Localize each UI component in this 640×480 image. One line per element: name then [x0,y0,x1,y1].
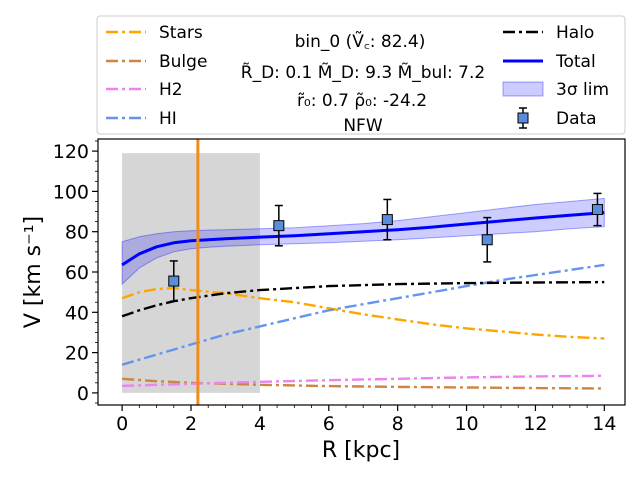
legend-label: H2 [159,80,183,100]
legend-label: Data [556,109,597,129]
legend-label: Bulge [159,52,207,72]
x-tick-label: 8 [392,413,404,435]
chart-header: bin_0 (Ṽ꜀: 82.4) R̃_D: 0.1 M̃_D: 9.3 M̃_… [241,30,485,136]
header-line-3: r̃₀: 0.7 ρ̃₀: -24.2 [297,91,427,111]
data-point-marker [481,234,493,246]
series-line-total [121,211,605,267]
legend-item-3sigma: 3σ lim [502,80,609,100]
x-axis-label: R [kpc] [322,438,400,463]
legend-marker [517,112,529,124]
y-tick-label: 40 [65,302,89,324]
legend-item-data: Data [517,107,597,129]
data-point-marker [168,275,180,287]
series-line-h2 [122,374,605,388]
x-tick-label: 4 [254,413,266,435]
y-tick-label: 100 [53,181,89,203]
legend-item-total: Total [503,52,596,72]
y-tick-label: 0 [77,383,89,405]
legend-item-halo: Halo [503,23,594,43]
series-line-hi [121,263,605,366]
legend [96,15,626,135]
legend-label: HI [159,109,177,129]
series-line-stars [121,286,605,340]
x-tick-label: 14 [592,413,616,435]
data-point [481,216,493,263]
header-line-2: R̃_D: 0.1 M̃_D: 9.3 M̃_bul: 7.2 [241,62,485,83]
data-point [168,260,180,302]
series-line-halo [121,280,605,318]
header-line-4: NFW [343,116,382,136]
x-tick-label: 10 [454,413,478,435]
legend-item-stars: Stars [106,23,203,43]
y-tick-label: 60 [65,262,89,284]
x-tick-label: 2 [185,413,197,435]
legend-label: Stars [159,23,203,43]
legend-label: 3σ lim [556,80,609,100]
legend-label: Halo [556,23,594,43]
data-point [273,204,285,247]
three-sigma-band [121,197,605,286]
shaded-region [122,153,260,393]
header-line-1: bin_0 (Ṽ꜀: 82.4) [295,30,426,52]
x-tick-label: 0 [116,413,128,435]
legend-frame [96,15,626,135]
legend-items: Stars Bulge H2 HI Halo Total 3σ lim Data [106,23,609,129]
legend-swatch [502,81,544,97]
y-tick-label: 120 [53,141,89,163]
data-point-marker [273,220,285,232]
data-point [591,192,603,227]
axes: 0 2 4 6 8 10 12 14 0 20 40 60 80 100 120 [53,140,616,435]
plot-area [121,139,605,405]
y-tick-label: 20 [65,343,89,365]
x-tick-label: 6 [323,413,335,435]
legend-item-h2: H2 [106,80,183,100]
legend-label: Total [555,52,596,72]
data-point-marker [591,204,603,216]
data-points [168,192,603,302]
legend-item-bulge: Bulge [106,52,207,72]
x-tick-label: 12 [523,413,547,435]
legend-item-hi: HI [106,109,177,129]
series-line-bulge [122,377,605,390]
y-axis-label: V [km s⁻¹] [21,216,46,328]
series-lines [121,211,605,390]
data-point-marker [381,214,393,226]
y-tick-label: 80 [65,222,89,244]
data-point [381,198,393,241]
